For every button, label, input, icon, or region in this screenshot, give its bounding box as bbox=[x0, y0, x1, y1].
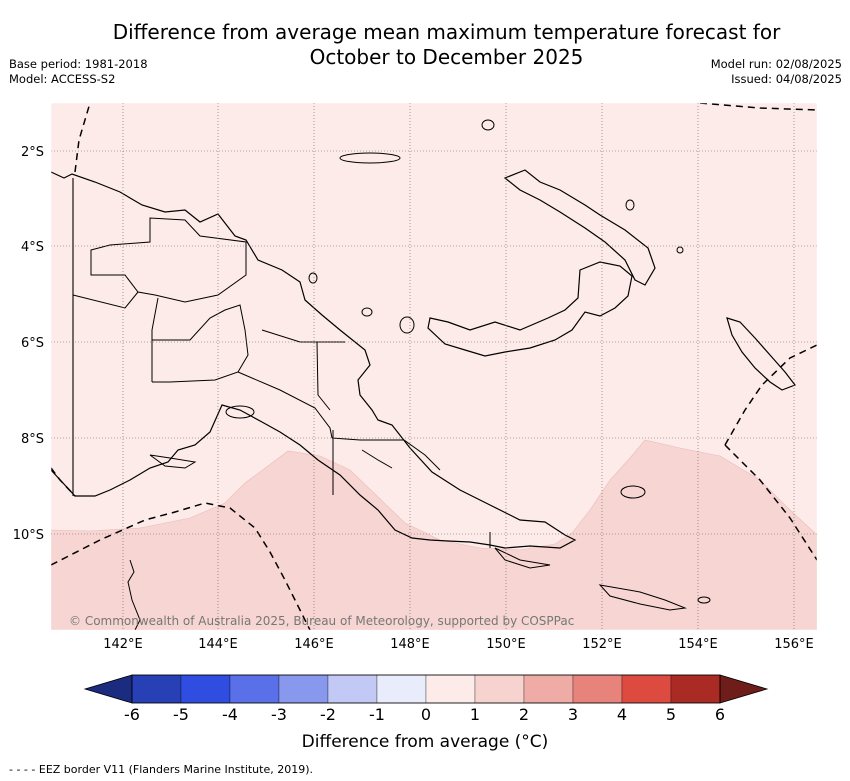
colorbar-tick-label: -4 bbox=[222, 705, 238, 724]
model-name: Model: ACCESS-S2 bbox=[9, 72, 116, 86]
colorbar-extend-high bbox=[719, 674, 769, 704]
colorbar-swatch bbox=[131, 674, 182, 704]
credit-text: © Commonwealth of Australia 2025, Bureau… bbox=[69, 614, 574, 628]
colorbar-swatch bbox=[425, 674, 476, 704]
cape-york-coast bbox=[127, 559, 141, 630]
map-area bbox=[51, 103, 817, 630]
colorbar-swatch bbox=[474, 674, 525, 704]
colorbar-tick-label: -3 bbox=[271, 705, 287, 724]
colorbar-swatch bbox=[621, 674, 672, 704]
colorbar-tick-label: 0 bbox=[421, 705, 431, 724]
colorbar-tick-label: 5 bbox=[666, 705, 676, 724]
colorbar-tick-label: 2 bbox=[519, 705, 529, 724]
colorbar-swatch bbox=[376, 674, 427, 704]
colorbar-tick-label: -6 bbox=[124, 705, 140, 724]
issued-date: Issued: 04/08/2025 bbox=[731, 72, 842, 86]
new-guinea-coastline bbox=[51, 171, 577, 549]
provincial-borders bbox=[72, 217, 491, 548]
map-frame bbox=[50, 102, 818, 631]
eez-legend-footer: - - - - EEZ border V11 (Flanders Marine … bbox=[9, 763, 314, 776]
colorbar-swatch bbox=[180, 674, 231, 704]
colorbar-swatch bbox=[670, 674, 721, 704]
base-period: Base period: 1981-2018 bbox=[9, 57, 148, 71]
colorbar-swatch bbox=[572, 674, 623, 704]
latitude-tick-label: 2°S bbox=[21, 145, 44, 160]
colorbar-swatch bbox=[278, 674, 329, 704]
new-britain-coastline bbox=[427, 261, 633, 357]
meta-left: Base period: 1981-2018 Model: ACCESS-S2 bbox=[9, 57, 148, 87]
longitude-tick-label: 152°E bbox=[582, 637, 622, 652]
longitude-tick-label: 146°E bbox=[294, 637, 334, 652]
colorbar-tick-label: -5 bbox=[173, 705, 189, 724]
gridlines bbox=[51, 103, 817, 630]
colorbar-tick-label: -2 bbox=[320, 705, 336, 724]
longitude-tick-label: 144°E bbox=[198, 637, 238, 652]
title-line-1: Difference from average mean maximum tem… bbox=[112, 20, 781, 44]
colorbar-swatch bbox=[229, 674, 280, 704]
longitude-tick-label: 156°E bbox=[774, 637, 814, 652]
longitude-tick-label: 154°E bbox=[678, 637, 718, 652]
latitude-tick-label: 10°S bbox=[13, 528, 44, 543]
eez-borders bbox=[51, 103, 817, 630]
latitude-labels: 2°S 4°S 6°S 8°S 10°S bbox=[13, 145, 44, 543]
small-islands bbox=[149, 119, 711, 611]
longitude-tick-label: 142°E bbox=[103, 637, 143, 652]
colorbar-swatch bbox=[327, 674, 378, 704]
colorbar-title: Difference from average (°C) bbox=[301, 732, 549, 752]
model-run: Model run: 02/08/2025 bbox=[710, 57, 842, 71]
colorbar-frame bbox=[131, 674, 721, 704]
latitude-tick-label: 8°S bbox=[21, 432, 44, 447]
colorbar: -6 -5 -4 -3 -2 -1 0 1 2 3 4 5 6 bbox=[83, 674, 769, 724]
longitude-tick-label: 150°E bbox=[486, 637, 526, 652]
longitude-tick-label: 148°E bbox=[390, 637, 430, 652]
latitude-tick-label: 6°S bbox=[21, 336, 44, 351]
colorbar-tick-label: 4 bbox=[617, 705, 627, 724]
chart-title: Difference from average mean maximum tem… bbox=[0, 20, 850, 70]
colorbar-extend-low bbox=[83, 674, 133, 704]
colorbar-swatch bbox=[523, 674, 574, 704]
bougainville-coastline bbox=[726, 317, 796, 391]
longitude-labels: 142°E 144°E 146°E 148°E 150°E 152°E 154°E 156°E bbox=[103, 637, 814, 652]
colorbar-tick-label: 3 bbox=[568, 705, 578, 724]
meta-right: Model run: 02/08/2025 Issued: 04/08/2025 bbox=[711, 57, 842, 87]
colorbar-tick-label: 1 bbox=[470, 705, 480, 724]
colorbar-tick-label: -1 bbox=[369, 705, 385, 724]
new-ireland-coastline bbox=[503, 169, 656, 286]
title-line-2: October to December 2025 bbox=[309, 45, 584, 69]
colorbar-tick-label: 6 bbox=[715, 705, 725, 724]
latitude-tick-label: 4°S bbox=[21, 240, 44, 255]
